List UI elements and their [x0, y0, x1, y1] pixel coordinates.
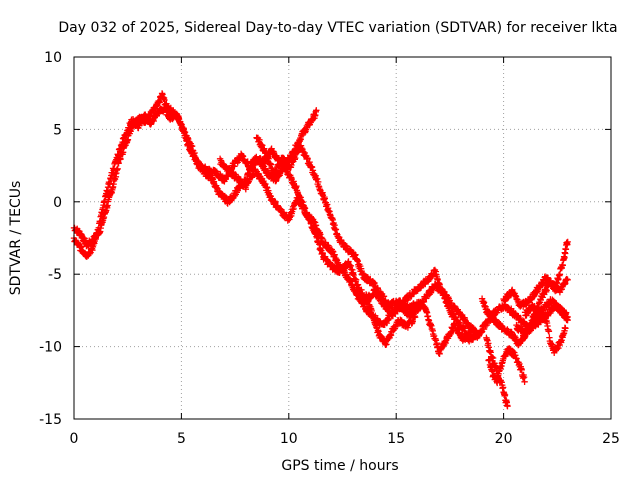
x-axis-label: GPS time / hours: [281, 458, 398, 474]
y-tick-label: -5: [48, 267, 62, 283]
plot-frame: [73, 56, 612, 420]
data-point: [504, 403, 511, 410]
data-point: [106, 180, 114, 187]
data-point: [556, 271, 564, 278]
y-tick-label: -10: [39, 340, 62, 356]
data-point: [562, 325, 569, 332]
data-point: [489, 354, 497, 362]
x-tick-label: 5: [177, 431, 186, 447]
x-tick-label: 20: [495, 431, 513, 447]
data-point: [494, 379, 501, 387]
data-points: [70, 90, 571, 410]
y-axis-label: SDTVAR / TECUs: [8, 181, 24, 296]
data-point: [467, 331, 475, 338]
y-tick-label: 5: [53, 122, 62, 138]
data-point: [276, 163, 283, 170]
data-point: [313, 107, 320, 114]
data-point: [521, 378, 528, 385]
chart-title: Day 032 of 2025, Sidereal Day-to-day VTE…: [58, 20, 617, 36]
data-point: [555, 344, 562, 352]
y-tick-label: 0: [53, 195, 62, 211]
data-point: [564, 238, 571, 246]
data-point: [564, 317, 571, 324]
y-tick-label: 10: [44, 50, 62, 66]
data-point: [564, 276, 571, 283]
data-point: [331, 251, 338, 258]
x-tick-label: 10: [280, 431, 298, 447]
y-tick-label: -15: [39, 412, 62, 428]
data-point: [501, 391, 509, 399]
data-point: [92, 235, 99, 243]
x-tick-label: 0: [70, 431, 79, 447]
x-tick-label: 25: [602, 431, 620, 447]
data-point: [156, 99, 163, 106]
axis-ticks: 0 5 10 15 20 25 -15 -10 -5 0 5 10: [39, 50, 620, 447]
x-tick-label: 15: [387, 431, 405, 447]
data-point: [545, 328, 553, 335]
data-point: [411, 314, 419, 321]
data-point: [194, 158, 202, 166]
